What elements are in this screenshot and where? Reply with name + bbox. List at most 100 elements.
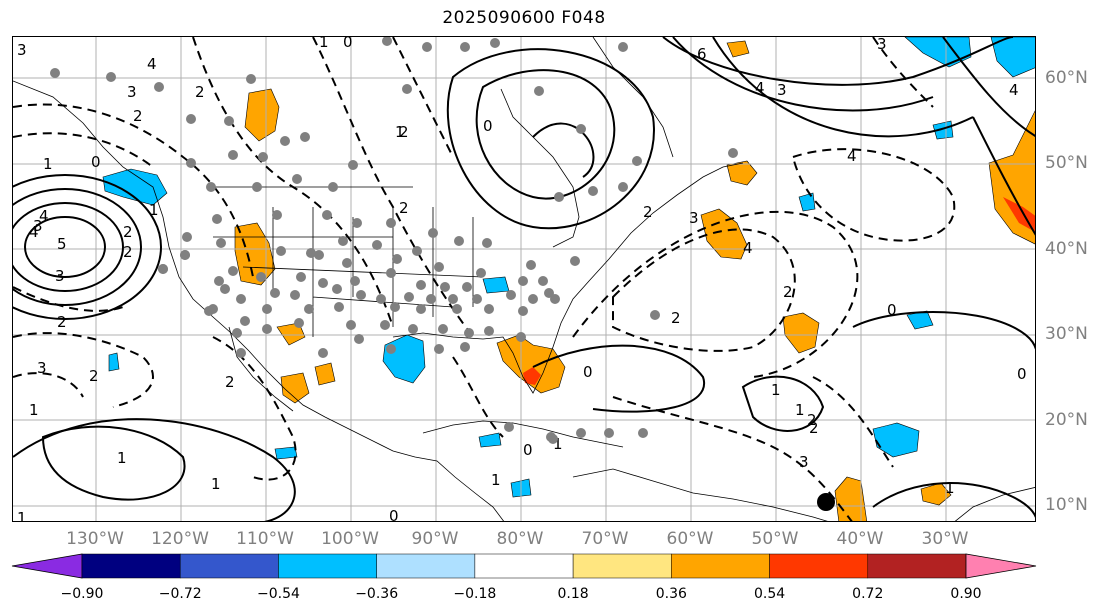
- colorbar-segment: [179, 553, 279, 579]
- contour-label: 1: [211, 475, 221, 493]
- contour-label: 0: [483, 117, 493, 135]
- lon-label: 120°W: [151, 529, 209, 549]
- contour-label: 3: [777, 81, 787, 99]
- anomaly-patch: [872, 422, 920, 458]
- station-dots: [50, 37, 738, 444]
- contour-label: 3: [55, 267, 65, 285]
- colorbar-segment: [11, 553, 83, 579]
- contour-label: 0: [91, 153, 101, 171]
- contour-label: 1: [17, 509, 27, 522]
- colorbar-segment: [278, 553, 377, 579]
- contour-label: 2: [123, 243, 133, 261]
- map-canvas: 3 4 2 3 2 1 0 1 2 3 0 1 2 0 4 3 2 4 3 4 …: [13, 37, 1035, 522]
- contour-label: 3: [689, 209, 699, 227]
- contour-label: 2: [399, 123, 409, 141]
- contour-label: 2: [783, 283, 793, 301]
- contour-label: 1: [795, 401, 805, 419]
- lon-label: 130°W: [66, 529, 124, 549]
- contour-label: 0: [887, 301, 897, 319]
- contour-label: 0: [1017, 365, 1027, 383]
- lon-label: 80°W: [496, 529, 544, 549]
- anomaly-patch: [496, 334, 566, 394]
- graticule: [13, 37, 1035, 521]
- contour-label: 2: [195, 83, 205, 101]
- contours: [13, 37, 1035, 521]
- shaded-anomalies: [102, 37, 1035, 521]
- contour-label: 4: [147, 55, 157, 73]
- colorbar-segment: [474, 553, 574, 579]
- contour-label: 2: [807, 411, 817, 429]
- colorbar-tick-label: 0.36: [655, 586, 687, 602]
- contour-label: 1: [149, 201, 159, 219]
- contour-label: 4: [39, 207, 49, 225]
- anomaly-patch: [244, 88, 280, 142]
- contour-label: 3: [877, 37, 887, 53]
- colorbar-segment: [671, 553, 770, 579]
- contour-label: 2: [671, 309, 681, 327]
- colorbar-tick-label: −0.36: [355, 586, 399, 602]
- anomaly-patch: [382, 334, 426, 384]
- contour-label: 1: [319, 37, 329, 51]
- contour-label: 4: [755, 79, 765, 97]
- anomaly-patch: [482, 276, 510, 294]
- contour-label: 4: [29, 223, 39, 241]
- contour-label: 2: [399, 199, 409, 217]
- anomaly-patch: [1003, 197, 1035, 232]
- contour-label: 4: [743, 239, 753, 257]
- contour-label: 2: [123, 223, 133, 241]
- colorbar-segment: [81, 553, 181, 579]
- contour-label: 0: [523, 441, 533, 459]
- colorbar-tick-label: 0.72: [852, 586, 884, 602]
- contour-label: 3: [17, 41, 27, 59]
- anomaly-patch: [274, 446, 298, 460]
- anomaly-patch: [478, 432, 502, 448]
- lon-label: 40°W: [836, 529, 884, 549]
- anomaly-patch: [726, 160, 758, 186]
- anomaly-patch: [280, 372, 310, 404]
- anomaly-patch: [276, 322, 306, 346]
- lat-label: 10°N: [1045, 495, 1088, 515]
- colorbar-tick-label: 0.54: [753, 586, 786, 602]
- colorbar-segment: [769, 553, 869, 579]
- lat-label: 30°N: [1045, 324, 1088, 344]
- lon-label: 110°W: [236, 529, 294, 549]
- lat-label: 60°N: [1045, 68, 1088, 88]
- colorbar-segment: [572, 553, 672, 579]
- contour-label: 6: [697, 45, 707, 63]
- lat-label: 50°N: [1045, 153, 1088, 173]
- contour-label: 3: [799, 453, 809, 471]
- contour-label: 0: [343, 37, 353, 51]
- contour-label: 2: [57, 313, 67, 331]
- colorbar-tick-label: −0.18: [453, 586, 497, 602]
- contour-label: 2: [809, 419, 819, 437]
- contour-label: 1: [117, 449, 127, 467]
- anomaly-patch: [834, 476, 868, 521]
- lon-label: 70°W: [581, 529, 629, 549]
- contour-label: 1: [43, 155, 53, 173]
- contour-label: 4: [847, 147, 857, 165]
- colorbar-segment: [376, 553, 476, 579]
- colorbar-tick-label: −0.72: [158, 586, 202, 602]
- black-dot-marker: [817, 493, 835, 511]
- lat-label: 20°N: [1045, 410, 1088, 430]
- contour-label: 2: [133, 107, 143, 125]
- contours-dashed: [13, 37, 956, 521]
- contour-label: 0: [389, 507, 399, 522]
- map-panel: 3 4 2 3 2 1 0 1 2 3 0 1 2 0 4 3 2 4 3 4 …: [12, 36, 1036, 522]
- anomaly-patch: [102, 168, 168, 206]
- contour-label: 0: [583, 363, 593, 381]
- contour-label: 1: [771, 381, 781, 399]
- contour-labels: 3 4 2 3 2 1 0 1 2 3 0 1 2 0 4 3 2 4 3 4 …: [17, 37, 1027, 522]
- colorbar-tick-label: 0.18: [557, 586, 589, 602]
- anomaly-patch: [932, 120, 954, 140]
- anomaly-patch: [523, 367, 541, 385]
- anomaly-patch: [990, 37, 1035, 78]
- coastlines: [13, 37, 1035, 521]
- contour-label: 1: [491, 471, 501, 489]
- anomaly-patch: [904, 37, 972, 68]
- contour-label: 1: [29, 401, 39, 419]
- colorbar-tick-label: −0.90: [60, 586, 104, 602]
- contour-label: 4: [1009, 81, 1019, 99]
- contour-label: 2: [89, 367, 99, 385]
- colorbar: [11, 553, 1037, 579]
